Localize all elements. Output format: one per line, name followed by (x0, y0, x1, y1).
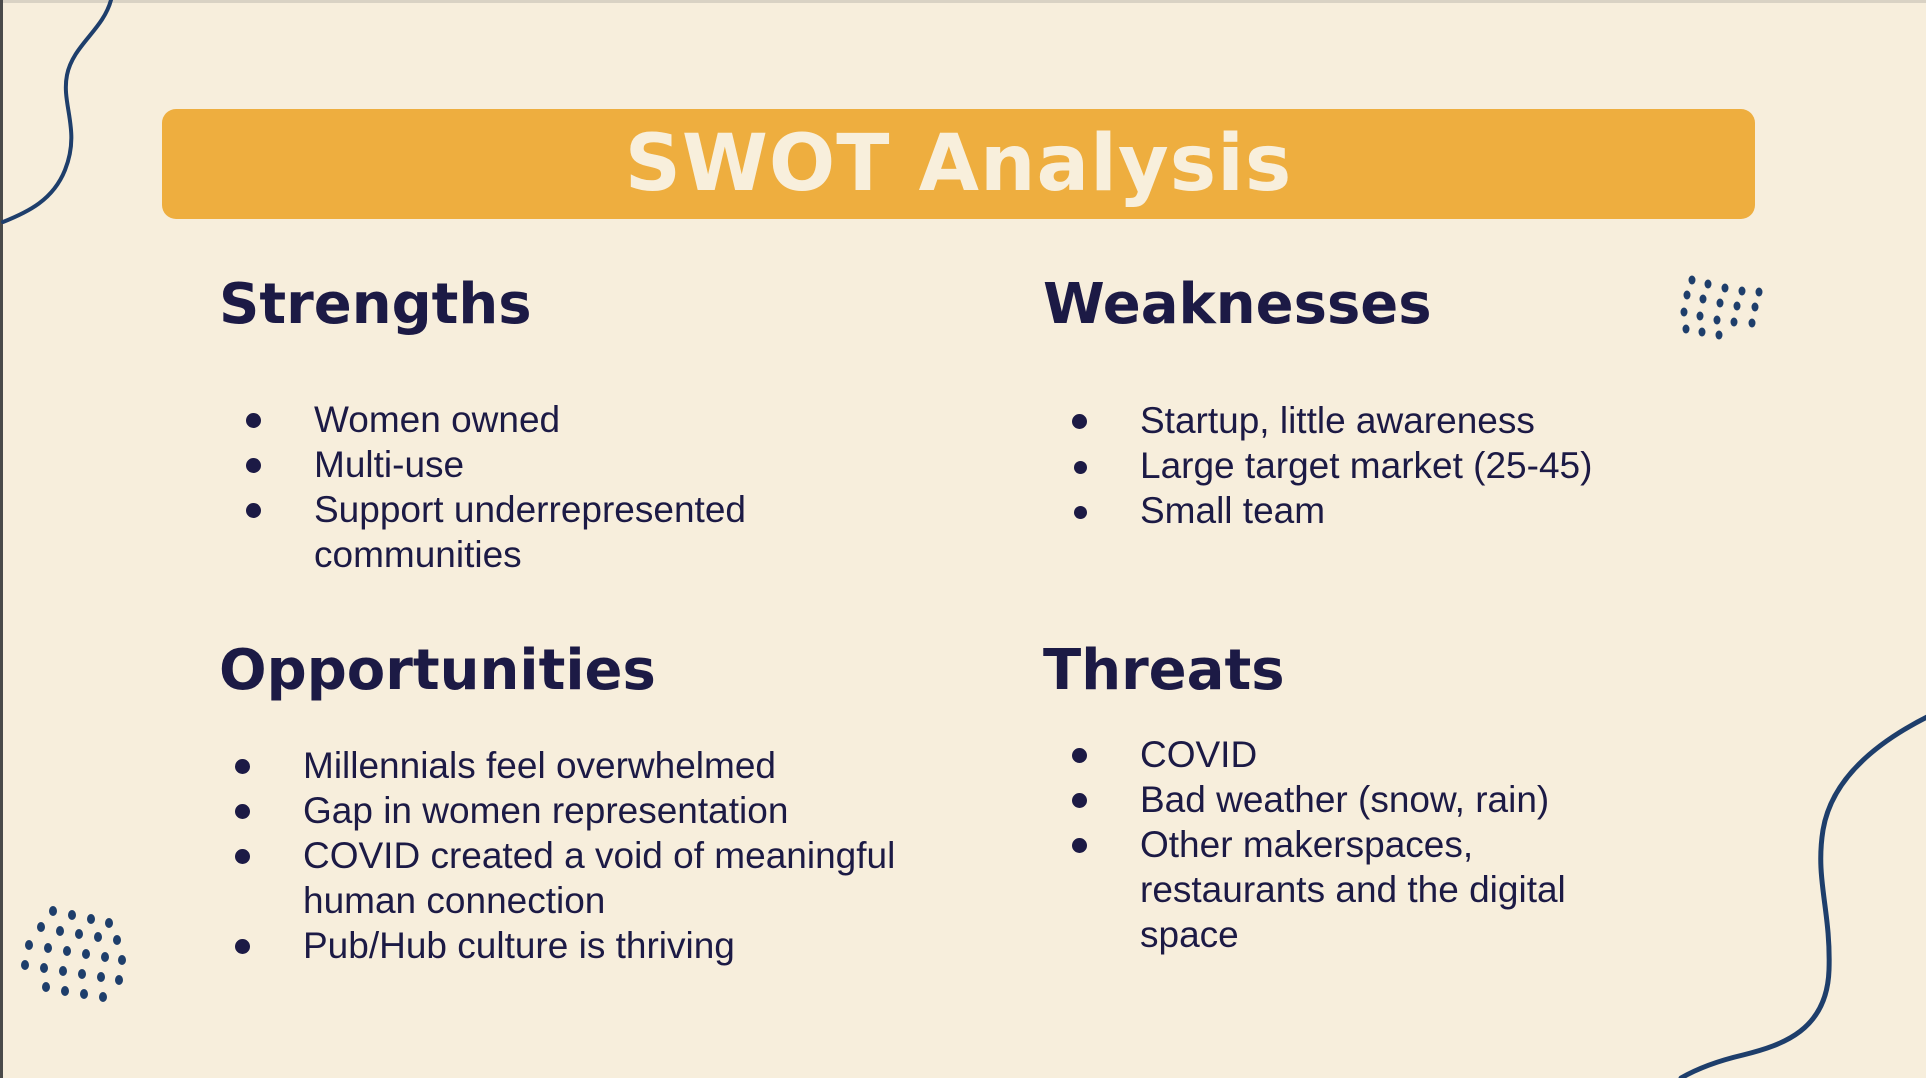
list-item: Other makerspaces, restaurants and the d… (1072, 822, 1632, 957)
bullet-dot (246, 458, 261, 473)
list-item-text: COVID (1140, 734, 1258, 775)
list-item-text: Large target market (25-45) (1140, 445, 1593, 486)
threats-heading: Threats (1043, 638, 1285, 703)
top-edge (3, 0, 1926, 3)
list-item-text: Other makerspaces, restaurants and the d… (1140, 824, 1566, 955)
bullet-dot (1074, 461, 1087, 474)
opportunities-list: Millennials feel overwhelmed Gap in wome… (235, 743, 935, 968)
bullet-dot (246, 413, 261, 428)
wavy-line-top-left (1, 0, 113, 224)
bullet-dot (246, 503, 261, 518)
threats-list: COVID Bad weather (snow, rain) Other mak… (1072, 732, 1632, 957)
weaknesses-heading: Weaknesses (1043, 272, 1432, 337)
list-item: Small team (1072, 488, 1692, 533)
list-item: COVID created a void of meaningful human… (235, 833, 935, 923)
slide-title: SWOT Analysis (624, 119, 1293, 209)
title-banner: SWOT Analysis (162, 109, 1755, 219)
bullet-dot (1074, 506, 1087, 519)
bullet-dot (1072, 793, 1087, 808)
wavy-line-bottom-right (1678, 714, 1926, 1078)
list-item-text: Support underrepresented communities (314, 489, 746, 575)
list-item: Support underrepresented communities (246, 487, 806, 577)
list-item-text: Bad weather (snow, rain) (1140, 779, 1550, 820)
bullet-dot (235, 849, 250, 864)
bullet-dot (1072, 414, 1087, 429)
list-item: Large target market (25-45) (1072, 443, 1692, 488)
list-item-text: Women owned (314, 399, 561, 440)
bullet-dot (1072, 748, 1087, 763)
list-item: Pub/Hub culture is thriving (235, 923, 935, 968)
bullet-dot (235, 939, 250, 954)
list-item-text: Gap in women representation (303, 790, 789, 831)
bullet-dot (1072, 838, 1087, 853)
list-item: Gap in women representation (235, 788, 935, 833)
strengths-list: Women owned Multi-use Support underrepre… (246, 397, 806, 577)
bullet-dot (235, 804, 250, 819)
list-item-text: Startup, little awareness (1140, 400, 1535, 441)
opportunities-heading: Opportunities (219, 638, 656, 703)
list-item-text: Millennials feel overwhelmed (303, 745, 776, 786)
strengths-heading: Strengths (219, 272, 532, 337)
list-item: Multi-use (246, 442, 806, 487)
list-item: Bad weather (snow, rain) (1072, 777, 1632, 822)
list-item-text: COVID created a void of meaningful human… (303, 835, 896, 921)
dot-pattern-bottom-left (21, 906, 126, 1002)
list-item: Millennials feel overwhelmed (235, 743, 935, 788)
list-item: Startup, little awareness (1072, 398, 1692, 443)
list-item: Women owned (246, 397, 806, 442)
weaknesses-list: Startup, little awareness Large target m… (1072, 398, 1692, 533)
list-item-text: Small team (1140, 490, 1326, 531)
dot-pattern-top-right (1680, 275, 1763, 340)
bullet-dot (235, 759, 250, 774)
list-item-text: Multi-use (314, 444, 465, 485)
list-item-text: Pub/Hub culture is thriving (303, 925, 735, 966)
list-item: COVID (1072, 732, 1632, 777)
